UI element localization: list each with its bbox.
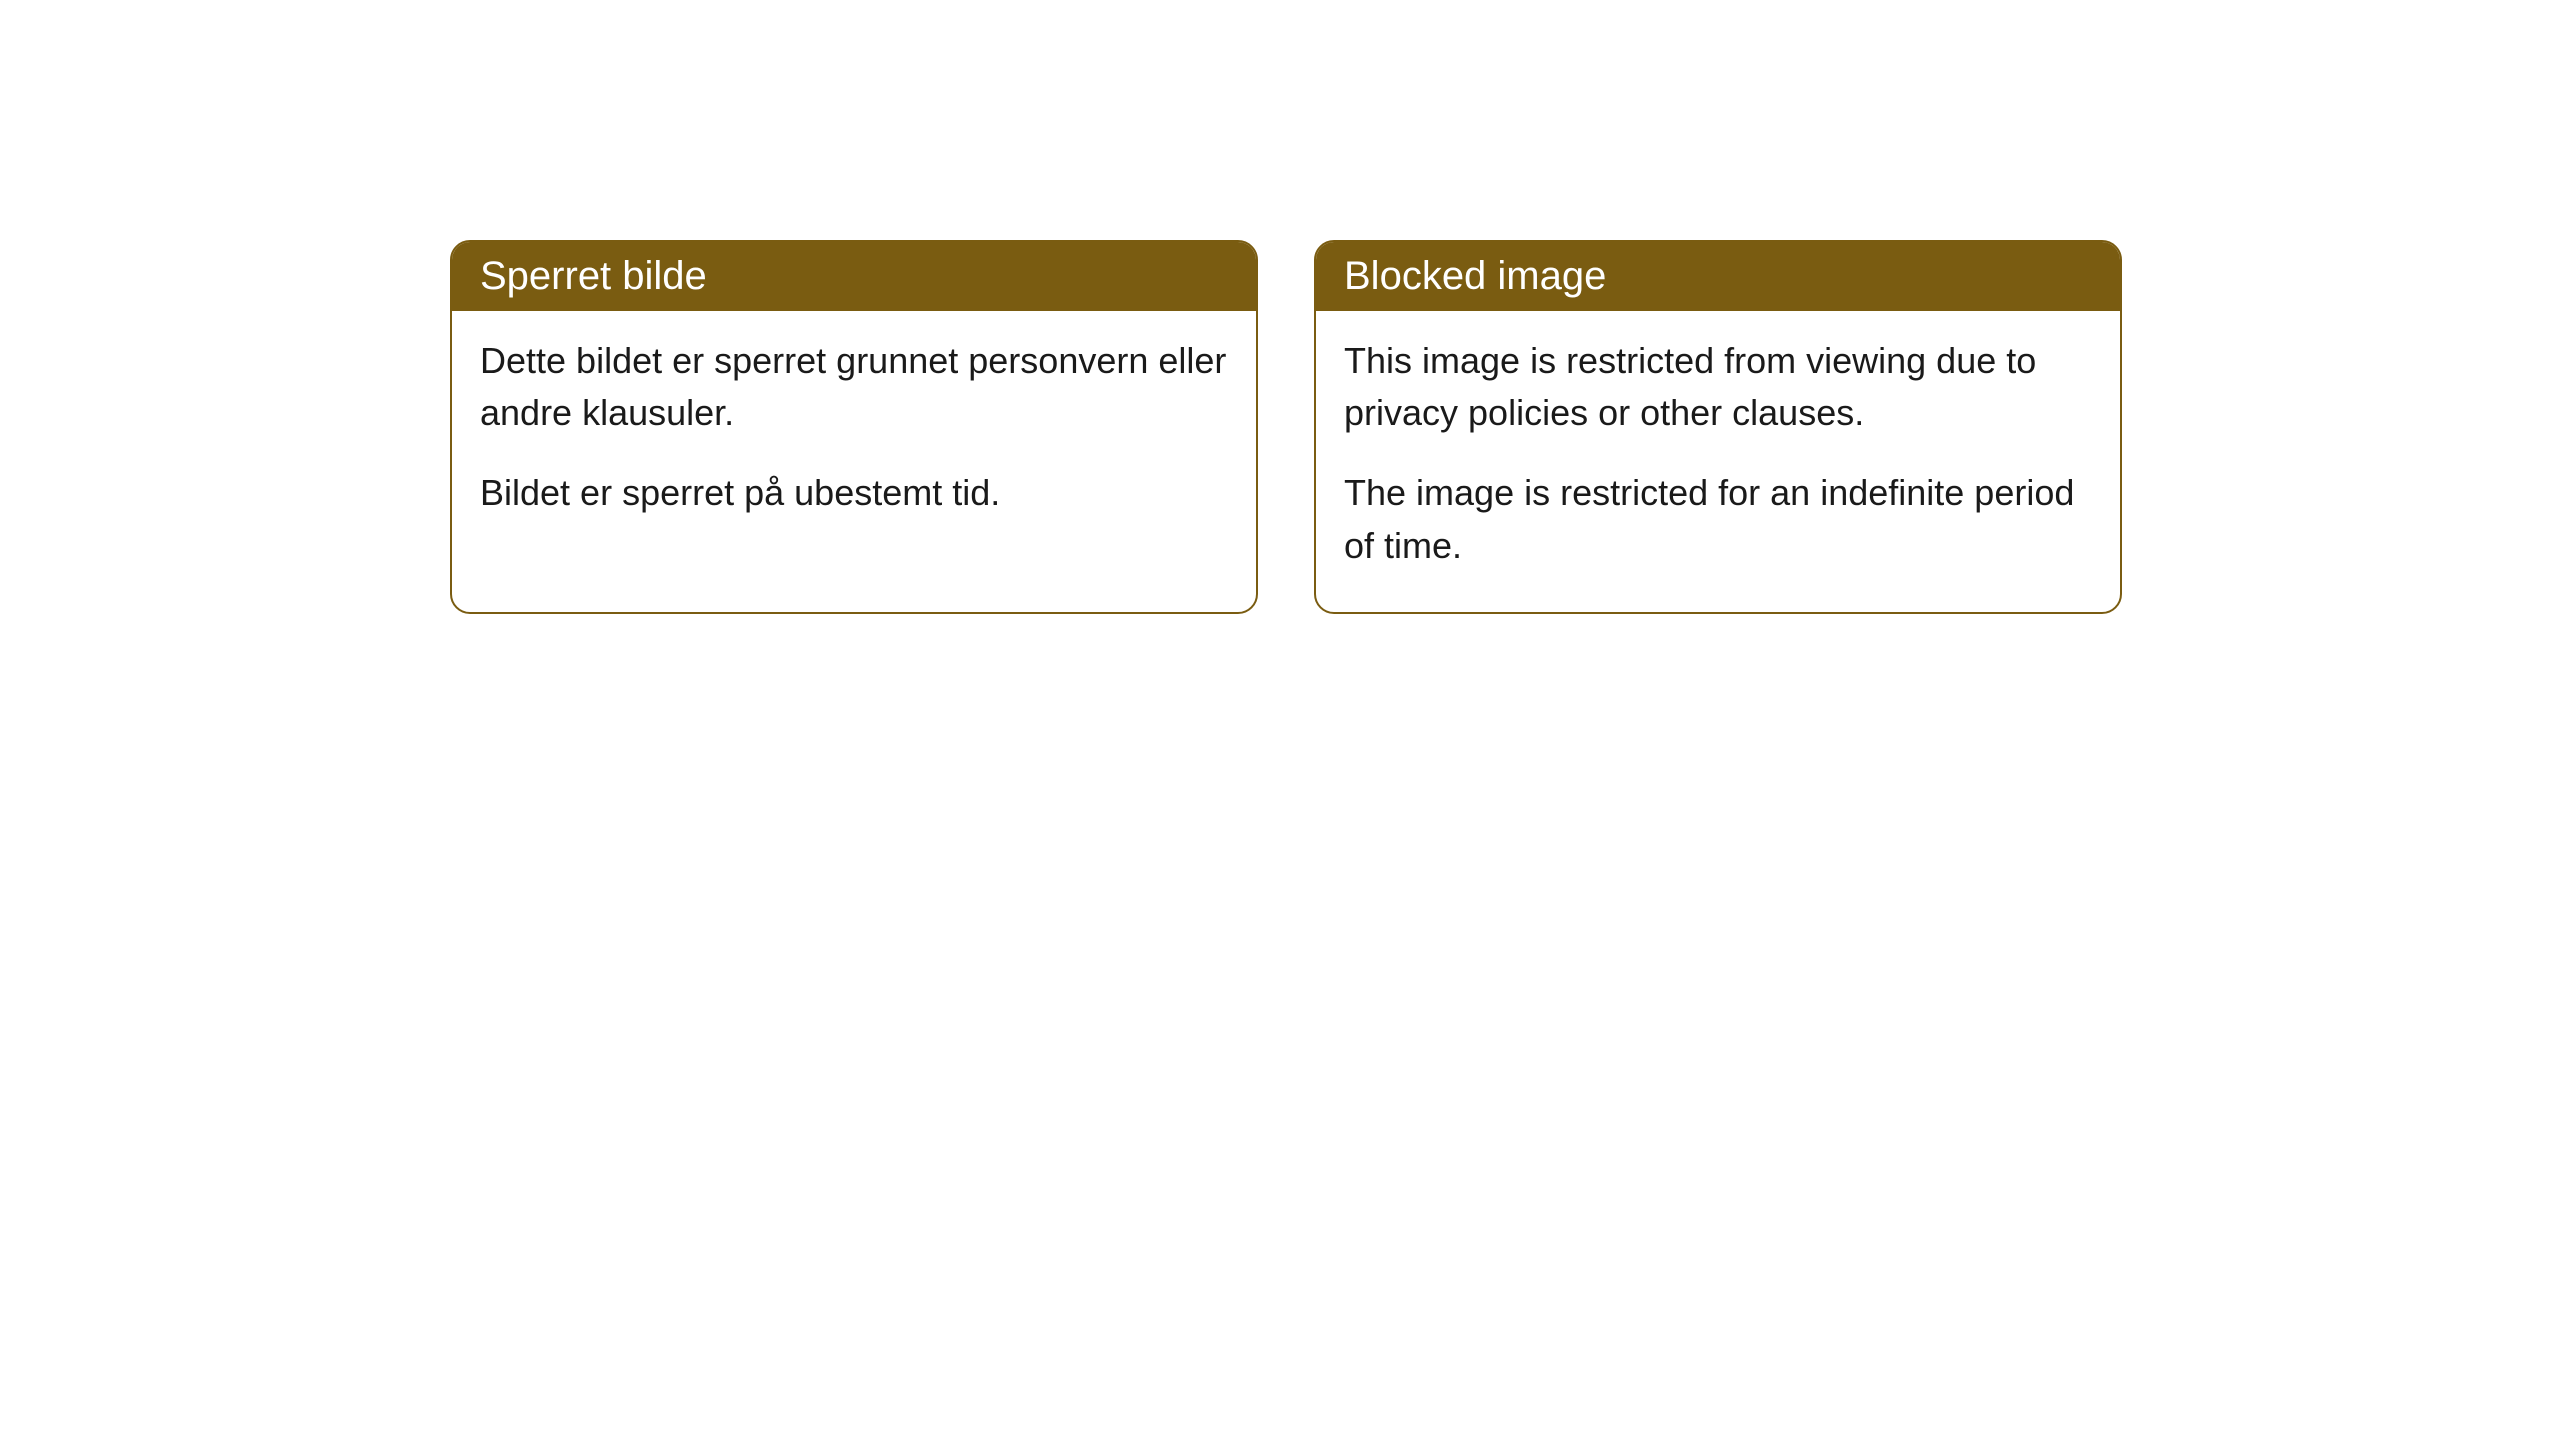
card-body-para2: Bildet er sperret på ubestemt tid. <box>480 467 1228 519</box>
notice-card-english: Blocked image This image is restricted f… <box>1314 240 2122 614</box>
notice-card-norwegian: Sperret bilde Dette bildet er sperret gr… <box>450 240 1258 614</box>
card-body-english: This image is restricted from viewing du… <box>1316 311 2120 612</box>
card-body-norwegian: Dette bildet er sperret grunnet personve… <box>452 311 1256 560</box>
card-header-english: Blocked image <box>1316 242 2120 311</box>
card-body-para1: Dette bildet er sperret grunnet personve… <box>480 335 1228 439</box>
card-body-para2: The image is restricted for an indefinit… <box>1344 467 2092 571</box>
card-header-norwegian: Sperret bilde <box>452 242 1256 311</box>
notice-cards-container: Sperret bilde Dette bildet er sperret gr… <box>450 240 2122 614</box>
card-body-para1: This image is restricted from viewing du… <box>1344 335 2092 439</box>
